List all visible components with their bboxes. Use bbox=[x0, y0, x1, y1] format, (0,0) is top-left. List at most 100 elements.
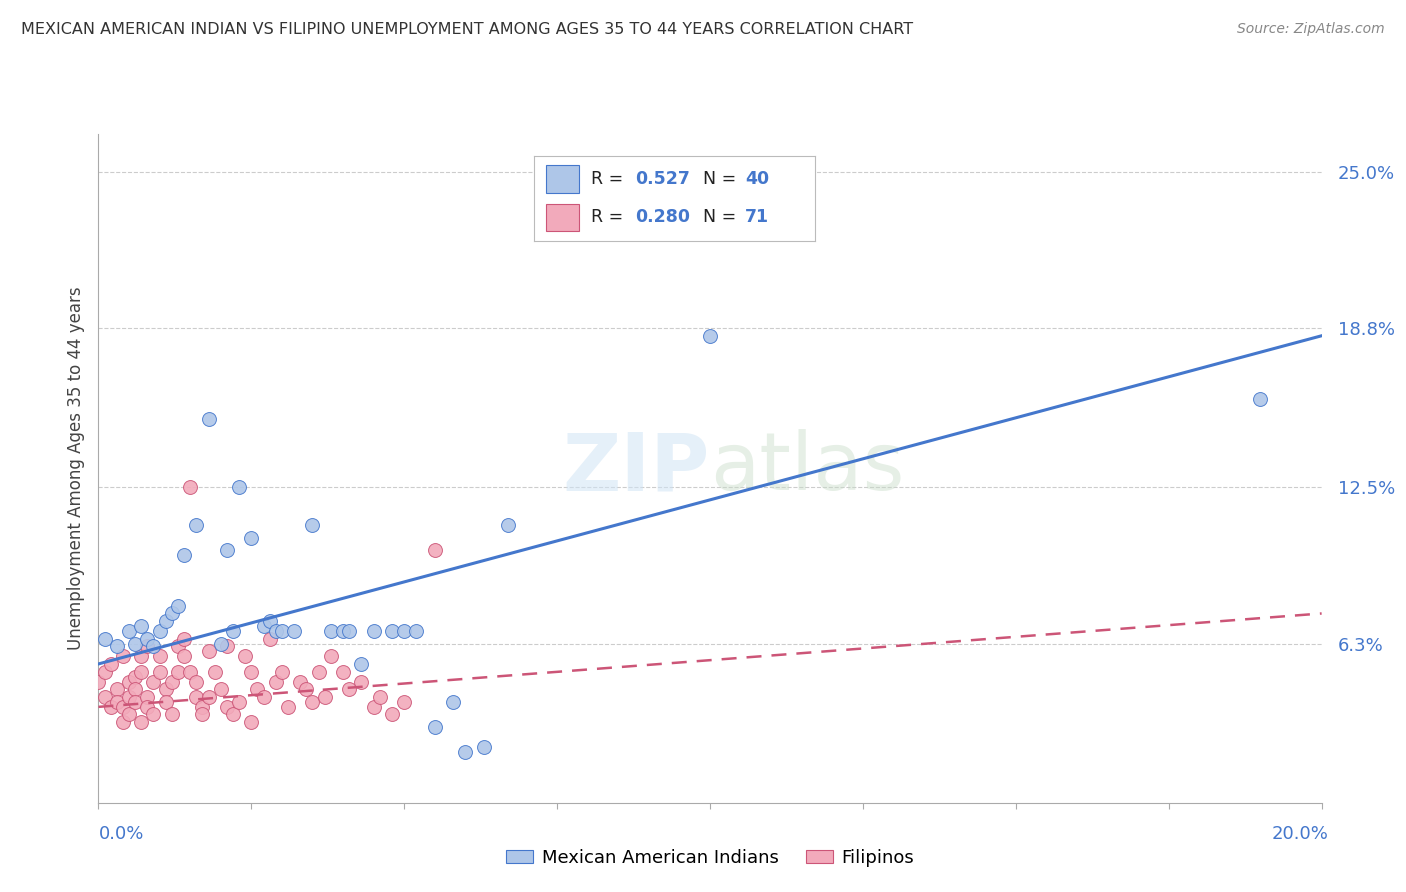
Point bbox=[228, 695, 250, 709]
Y-axis label: Unemployment Among Ages 35 to 44 years: Unemployment Among Ages 35 to 44 years bbox=[66, 286, 84, 650]
Point bbox=[149, 665, 172, 679]
Point bbox=[699, 328, 721, 343]
Point bbox=[240, 714, 263, 729]
Point bbox=[301, 695, 323, 709]
Legend: Mexican American Indians, Filipinos: Mexican American Indians, Filipinos bbox=[498, 842, 922, 874]
Point bbox=[167, 640, 190, 654]
Point bbox=[111, 714, 134, 729]
Point bbox=[228, 480, 250, 494]
Bar bbox=[546, 165, 579, 193]
Text: 20.0%: 20.0% bbox=[1272, 825, 1329, 843]
Point bbox=[173, 649, 195, 664]
Point bbox=[350, 657, 373, 671]
Text: 0.0%: 0.0% bbox=[98, 825, 143, 843]
Point bbox=[332, 665, 354, 679]
Point bbox=[136, 699, 159, 714]
Point bbox=[124, 695, 146, 709]
Point bbox=[337, 682, 360, 697]
Text: MEXICAN AMERICAN INDIAN VS FILIPINO UNEMPLOYMENT AMONG AGES 35 TO 44 YEARS CORRE: MEXICAN AMERICAN INDIAN VS FILIPINO UNEM… bbox=[21, 22, 914, 37]
Point bbox=[160, 674, 183, 689]
Text: R =: R = bbox=[591, 170, 628, 188]
Point bbox=[129, 619, 152, 633]
Point bbox=[111, 699, 134, 714]
Point bbox=[277, 699, 299, 714]
Point bbox=[209, 682, 232, 697]
Point bbox=[252, 619, 274, 633]
Text: N =: N = bbox=[703, 170, 742, 188]
Point bbox=[215, 543, 238, 558]
Point bbox=[129, 714, 152, 729]
Point bbox=[308, 665, 330, 679]
Point bbox=[215, 640, 238, 654]
Point bbox=[204, 665, 226, 679]
Point bbox=[149, 624, 172, 639]
Point bbox=[93, 632, 115, 646]
Point bbox=[129, 665, 152, 679]
Point bbox=[259, 614, 281, 628]
Point bbox=[233, 649, 256, 664]
Point bbox=[222, 707, 245, 722]
Text: ZIP: ZIP bbox=[562, 429, 710, 508]
Point bbox=[283, 624, 305, 639]
Point bbox=[246, 682, 269, 697]
Point bbox=[423, 720, 446, 734]
Point bbox=[441, 695, 464, 709]
Point bbox=[186, 518, 208, 533]
Point bbox=[264, 674, 287, 689]
Text: 71: 71 bbox=[745, 208, 769, 226]
Point bbox=[105, 682, 128, 697]
Point bbox=[118, 674, 141, 689]
Point bbox=[105, 640, 128, 654]
Point bbox=[363, 699, 385, 714]
Point bbox=[124, 669, 146, 683]
Point bbox=[136, 640, 159, 654]
Point bbox=[240, 665, 263, 679]
Bar bbox=[546, 203, 579, 231]
Point bbox=[179, 665, 201, 679]
Point bbox=[186, 674, 208, 689]
Point bbox=[350, 674, 373, 689]
Point bbox=[295, 682, 318, 697]
Point bbox=[93, 665, 115, 679]
Point bbox=[191, 699, 214, 714]
Point bbox=[209, 637, 232, 651]
Point bbox=[290, 674, 312, 689]
Point bbox=[149, 649, 172, 664]
Point bbox=[381, 707, 404, 722]
Point bbox=[264, 624, 287, 639]
Point bbox=[197, 690, 219, 704]
Point bbox=[240, 531, 263, 545]
Point bbox=[405, 624, 427, 639]
Point bbox=[136, 690, 159, 704]
Text: Source: ZipAtlas.com: Source: ZipAtlas.com bbox=[1237, 22, 1385, 37]
Point bbox=[301, 518, 323, 533]
Point bbox=[124, 682, 146, 697]
Point bbox=[160, 607, 183, 621]
Point bbox=[142, 674, 165, 689]
Point bbox=[118, 707, 141, 722]
Point bbox=[118, 624, 141, 639]
Point bbox=[93, 690, 115, 704]
Point bbox=[155, 614, 177, 628]
Point bbox=[259, 632, 281, 646]
Point bbox=[332, 624, 354, 639]
Point bbox=[252, 690, 274, 704]
Point bbox=[105, 695, 128, 709]
Point bbox=[155, 695, 177, 709]
Point bbox=[215, 699, 238, 714]
Point bbox=[142, 640, 165, 654]
Point bbox=[173, 549, 195, 563]
Point bbox=[314, 690, 336, 704]
Text: 40: 40 bbox=[745, 170, 769, 188]
Text: N =: N = bbox=[703, 208, 742, 226]
Point bbox=[111, 649, 134, 664]
Point bbox=[392, 624, 416, 639]
Point bbox=[136, 632, 159, 646]
Text: atlas: atlas bbox=[710, 429, 904, 508]
Point bbox=[472, 740, 495, 755]
Text: 0.280: 0.280 bbox=[636, 208, 690, 226]
Point bbox=[186, 690, 208, 704]
Text: 0.527: 0.527 bbox=[636, 170, 690, 188]
Point bbox=[100, 699, 122, 714]
Point bbox=[129, 649, 152, 664]
